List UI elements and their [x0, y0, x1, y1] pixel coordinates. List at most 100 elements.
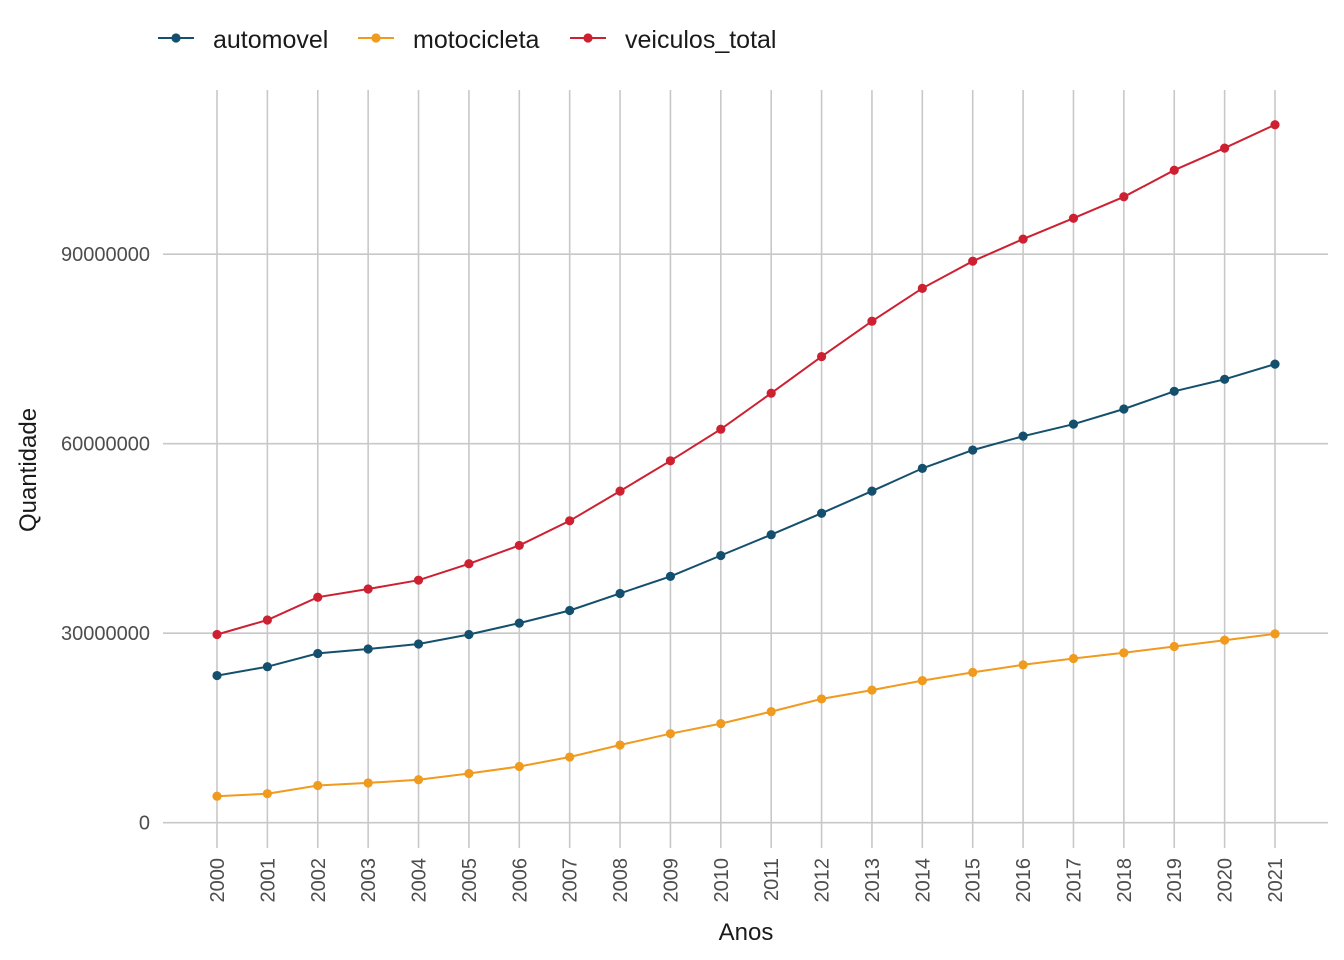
data-point [565, 605, 575, 616]
data-point [917, 283, 927, 293]
data-point [665, 729, 676, 739]
y-axis-ticks: 0 30000000 60000000 90000000 [61, 244, 150, 835]
x-tick-label: 2001 [257, 858, 279, 903]
legend: automovel motocicleta veiculos_total [158, 26, 776, 54]
legend-label: motocicleta [413, 26, 540, 54]
data-point [766, 706, 776, 717]
data-point [816, 694, 827, 704]
data-point [413, 639, 424, 649]
x-tick-label: 2014 [912, 858, 934, 903]
data-point [363, 778, 373, 788]
data-point [665, 571, 676, 581]
data-point [212, 670, 222, 681]
series-line [216, 632, 1276, 798]
data-point [1270, 120, 1280, 130]
x-tick-label: 2009 [660, 858, 682, 903]
x-tick-label: 2016 [1013, 858, 1035, 903]
series-layer [212, 120, 1280, 801]
data-point [816, 351, 827, 362]
x-tick-label: 2008 [610, 858, 632, 903]
data-point [615, 740, 625, 750]
y-tick-label: 60000000 [61, 434, 150, 456]
x-tick-label: 2010 [711, 858, 733, 903]
vertical-gridlines [216, 90, 1276, 848]
data-point [766, 530, 776, 540]
data-point [1068, 419, 1079, 429]
data-point [716, 718, 726, 729]
data-point [1169, 641, 1179, 652]
data-point [514, 540, 524, 551]
data-point [514, 618, 524, 628]
data-point [1169, 165, 1179, 175]
data-point [1018, 234, 1028, 244]
data-point [1119, 192, 1129, 202]
data-point [1119, 648, 1129, 658]
x-tick-label: 2012 [812, 858, 834, 903]
series-line [216, 363, 1276, 677]
data-point [262, 789, 272, 799]
legend-item-veiculos_total: veiculos_total [570, 26, 776, 54]
legend-key-point [371, 33, 381, 43]
data-point [313, 592, 323, 602]
data-point [1270, 359, 1280, 369]
series-line [216, 123, 1276, 636]
data-point [565, 752, 575, 762]
data-point [363, 584, 373, 594]
x-tick-label: 2021 [1265, 858, 1287, 903]
data-point [262, 662, 272, 672]
y-tick-label: 90000000 [61, 244, 150, 266]
x-tick-label: 2019 [1164, 858, 1186, 903]
x-tick-label: 2000 [207, 858, 229, 903]
legend-label: veiculos_total [625, 26, 776, 54]
legend-key-point [583, 33, 593, 43]
data-point [1018, 431, 1028, 441]
legend-key-point [171, 33, 181, 43]
data-point [514, 761, 524, 772]
x-tick-label: 2003 [358, 858, 380, 903]
data-point [716, 424, 726, 434]
data-point [464, 629, 474, 640]
data-point [313, 780, 323, 791]
data-point [968, 667, 978, 677]
data-point [816, 508, 827, 518]
data-point [1220, 635, 1230, 645]
data-point [1068, 653, 1079, 664]
data-point [968, 445, 978, 455]
x-tick-label: 2017 [1063, 858, 1085, 903]
x-tick-label: 2004 [409, 858, 431, 903]
data-point [464, 768, 474, 779]
data-point [212, 629, 222, 640]
y-tick-label: 0 [139, 813, 150, 835]
x-tick-label: 2007 [560, 858, 582, 903]
data-point [313, 648, 323, 659]
data-point [262, 615, 272, 625]
data-point [867, 486, 877, 496]
data-point [565, 516, 575, 526]
data-point [917, 676, 927, 686]
data-point [615, 486, 625, 496]
series-motocicleta [212, 629, 1280, 801]
data-point [1119, 404, 1129, 414]
x-axis-title: Anos [719, 919, 774, 946]
x-tick-label: 2015 [963, 858, 985, 903]
series-automovel [212, 359, 1280, 681]
legend-item-automovel: automovel [158, 26, 328, 54]
x-tick-label: 2011 [761, 858, 783, 901]
data-point [1270, 629, 1280, 639]
horizontal-gridlines [163, 253, 1328, 824]
x-tick-label: 2020 [1215, 858, 1237, 903]
x-axis-ticks: 2000 2001 2002 2003 2004 2005 2006 2007 2008 2009… [207, 858, 1287, 903]
data-point [867, 316, 877, 326]
data-point [968, 256, 978, 266]
data-point [1220, 374, 1230, 384]
x-tick-label: 2018 [1114, 858, 1136, 903]
legend-label: automovel [213, 26, 328, 54]
data-point [716, 550, 726, 561]
y-tick-label: 30000000 [61, 623, 150, 645]
x-tick-label: 2005 [459, 858, 481, 903]
data-point [1068, 213, 1079, 223]
data-point [464, 559, 474, 569]
data-point [363, 644, 373, 654]
data-point [413, 575, 424, 585]
